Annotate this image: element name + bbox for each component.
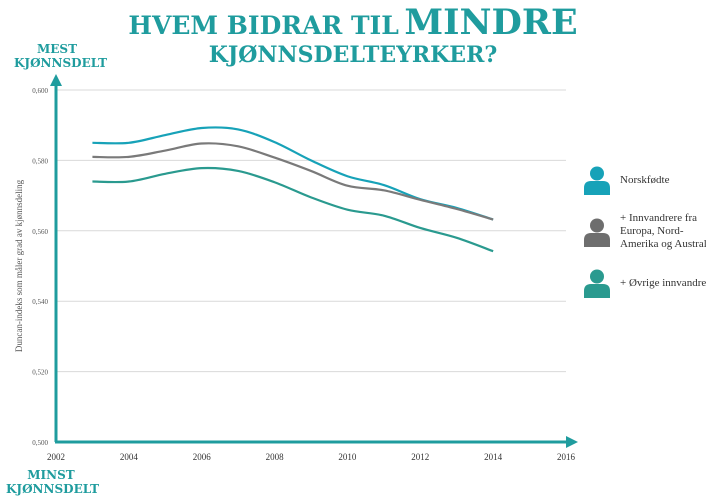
person-icon-body <box>584 284 610 298</box>
legend-label-norskfodte: Norskfødte <box>620 173 670 186</box>
x-tick-label: 2012 <box>411 452 429 462</box>
x-tick-label: 2008 <box>266 452 285 462</box>
person-icon-head <box>590 218 604 232</box>
y-axis-arrow <box>50 74 62 86</box>
x-tick-label: 2006 <box>193 452 212 462</box>
legend-item-europa: + Innvandrere fra Europa, Nord-Amerika o… <box>582 212 706 251</box>
axis-bottom-label: MINST KJØNNSDELT <box>6 468 100 496</box>
series-line-ovrige <box>92 166 494 253</box>
person-icon-head <box>590 166 604 181</box>
chart-title-line2: KJØNNSDELTEYRKER? <box>208 42 498 68</box>
y-tick-label: 0,560 <box>32 228 48 236</box>
y-tick-label: 0,600 <box>32 87 48 95</box>
person-icon <box>584 269 610 298</box>
x-tick-label: 2004 <box>120 452 139 462</box>
y-tick-label: 0,540 <box>32 298 48 306</box>
person-icon-body <box>584 232 610 247</box>
axis-top-label-line2: KJØNNSDELT <box>14 56 108 70</box>
legend-label-ovrige: + Øvrige innvandrere <box>620 276 706 289</box>
series-line-europa <box>92 142 494 221</box>
x-tick-label: 2002 <box>47 452 65 462</box>
x-tick-label: 2014 <box>484 452 503 462</box>
legend-item-ovrige: + Øvrige innvandrere <box>582 268 706 298</box>
chart-title-line1: HVEM BIDRAR TIL MINDRE <box>0 2 706 43</box>
x-tick-label: 2016 <box>557 452 576 462</box>
x-tick-label: 2010 <box>338 452 357 462</box>
axis-top-label-line1: MEST <box>36 42 78 56</box>
y-axis-title: Duncan-indeks som måler grad av kjønnsde… <box>14 179 24 352</box>
x-axis-arrow <box>566 436 578 448</box>
legend-item-norskfodte: Norskfødte <box>582 165 706 195</box>
axis-bottom-label-line2: KJØNNSDELT <box>6 482 100 496</box>
y-tick-label: 0,500 <box>32 439 48 447</box>
person-icon <box>584 166 610 195</box>
y-tick-label: 0,520 <box>32 369 48 377</box>
person-icon <box>584 218 610 247</box>
axis-top-label: MEST KJØNNSDELT <box>14 42 108 70</box>
title-part2: MINDRE <box>404 2 578 43</box>
legend-label-europa: + Innvandrere fra Europa, Nord-Amerika o… <box>620 212 706 250</box>
person-icon-head <box>590 269 604 284</box>
person-icon-body <box>584 181 610 195</box>
y-tick-label: 0,580 <box>32 157 48 165</box>
title-part1: HVEM BIDRAR TIL <box>128 11 399 40</box>
axis-bottom-label-line1: MINST <box>27 468 75 482</box>
series-line-norskfodte <box>92 126 494 221</box>
